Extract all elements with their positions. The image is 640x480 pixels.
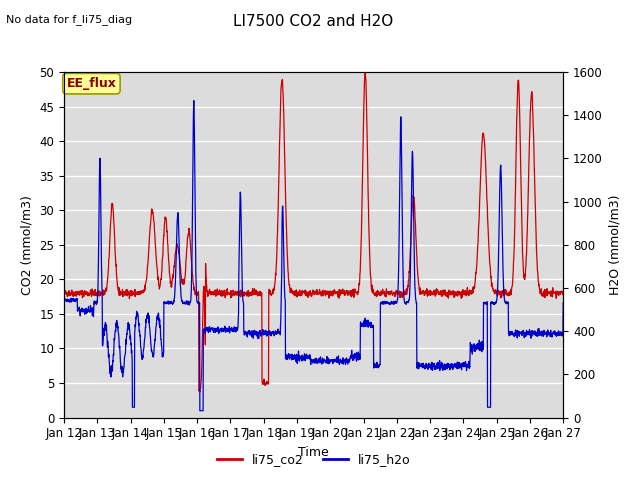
X-axis label: Time: Time (298, 446, 329, 459)
Text: No data for f_li75_diag: No data for f_li75_diag (6, 14, 132, 25)
Text: EE_flux: EE_flux (67, 77, 116, 90)
Legend: li75_co2, li75_h2o: li75_co2, li75_h2o (212, 448, 415, 471)
Y-axis label: H2O (mmol/m3): H2O (mmol/m3) (608, 194, 621, 295)
Text: LI7500 CO2 and H2O: LI7500 CO2 and H2O (234, 14, 394, 29)
Y-axis label: CO2 (mmol/m3): CO2 (mmol/m3) (21, 195, 34, 295)
